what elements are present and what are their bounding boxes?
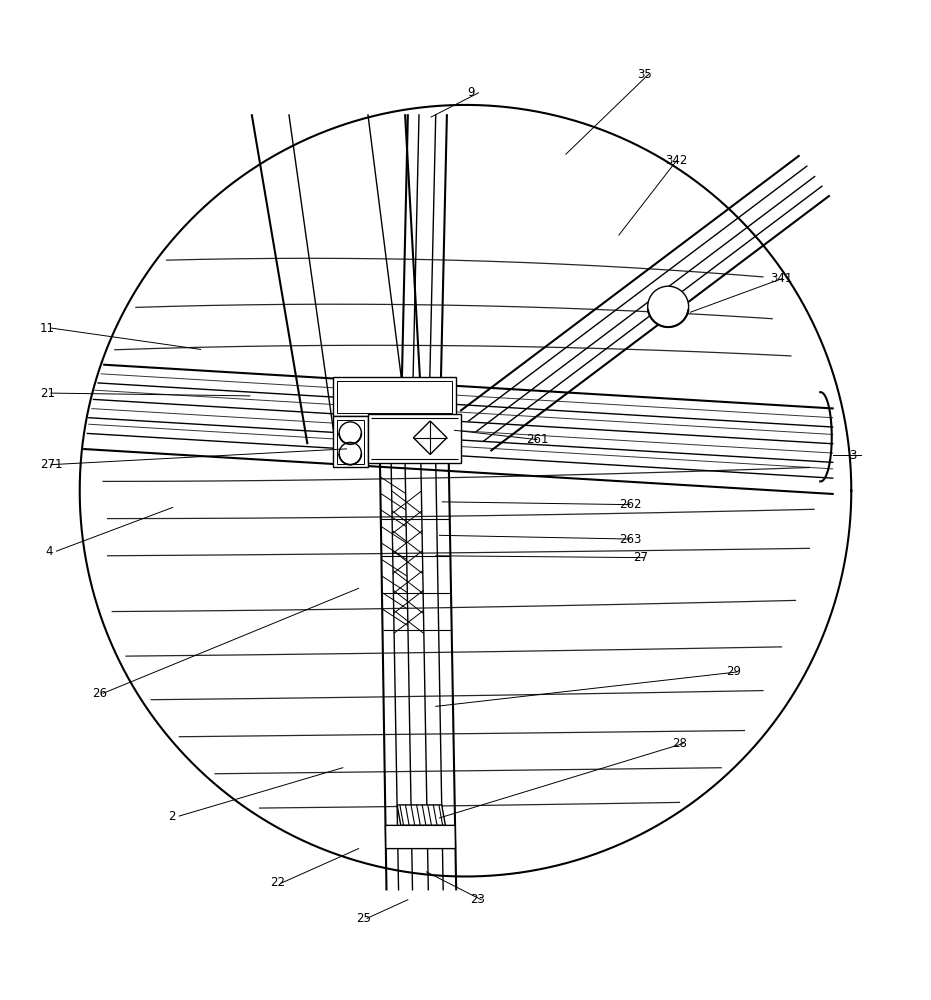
Circle shape (339, 422, 361, 444)
Text: 261: 261 (526, 433, 548, 446)
Text: 271: 271 (40, 458, 62, 471)
Polygon shape (333, 416, 368, 467)
Text: 2: 2 (168, 810, 176, 823)
Text: 21: 21 (40, 387, 55, 400)
Polygon shape (333, 377, 456, 416)
Text: 23: 23 (470, 893, 485, 906)
Text: 29: 29 (726, 665, 741, 678)
Polygon shape (398, 805, 445, 825)
Circle shape (339, 442, 361, 465)
Polygon shape (368, 414, 461, 463)
Text: 26: 26 (92, 687, 107, 700)
Text: 11: 11 (40, 322, 55, 335)
Text: 27: 27 (633, 551, 648, 564)
Text: 3: 3 (849, 449, 857, 462)
Text: 25: 25 (356, 912, 371, 925)
Text: 9: 9 (467, 86, 475, 99)
Text: 22: 22 (270, 876, 285, 889)
Text: 4: 4 (46, 545, 53, 558)
Text: 263: 263 (619, 533, 641, 546)
Text: 342: 342 (666, 154, 688, 167)
Polygon shape (385, 825, 455, 849)
Text: 341: 341 (771, 272, 793, 285)
Text: 28: 28 (672, 737, 687, 750)
Text: 262: 262 (619, 498, 641, 511)
Circle shape (648, 286, 689, 327)
Text: 35: 35 (638, 68, 653, 81)
